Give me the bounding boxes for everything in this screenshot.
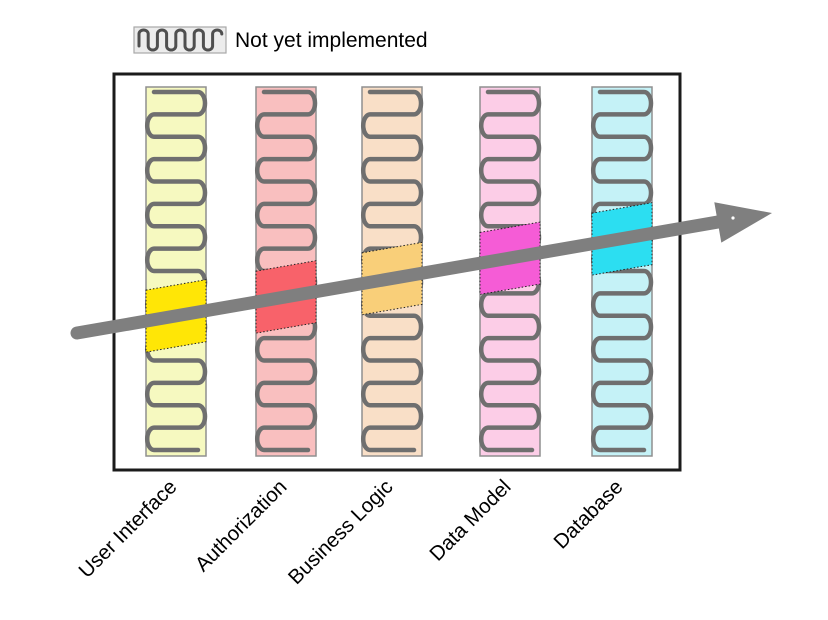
layer-label: Business Logic (284, 475, 398, 589)
layer-label: Database (549, 475, 627, 553)
not-implemented-squiggle-icon (145, 89, 208, 453)
progress-arrow (70, 202, 772, 340)
legend-label: Not yet implemented (235, 29, 428, 52)
layer-label: User Interface (74, 475, 181, 582)
layer-column (479, 86, 542, 457)
legend-squiggle-icon (137, 28, 224, 52)
layer-column (145, 86, 208, 457)
not-implemented-squiggle-icon (591, 89, 654, 453)
legend: Not yet implemented (133, 26, 428, 54)
arrow-shaft (70, 214, 729, 340)
arrow-head-icon (714, 202, 772, 243)
layer-column (255, 86, 318, 457)
layer-column (591, 86, 654, 457)
arrowhead-speck (731, 216, 735, 220)
layer-label: Authorization (191, 475, 292, 576)
layer-label: Data Model (425, 475, 515, 565)
